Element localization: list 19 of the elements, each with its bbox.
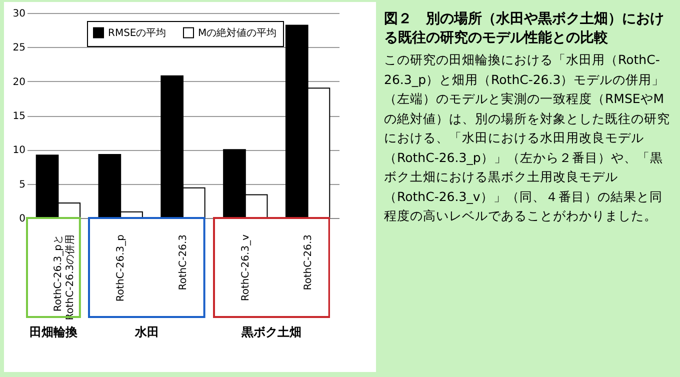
text: 水田 bbox=[134, 324, 160, 341]
y-tick-label: 0 bbox=[19, 214, 26, 224]
y-tick-label: 10 bbox=[12, 145, 26, 156]
text: 黒ボク土畑 bbox=[240, 324, 303, 341]
text: 田畑輪換 bbox=[28, 324, 78, 341]
legend-label: RMSEの平均 bbox=[108, 26, 166, 39]
x-tick-label: RothC-26.3_v bbox=[240, 234, 252, 302]
y-tick-label: 5 bbox=[19, 179, 26, 190]
y-tick-label: 15 bbox=[12, 111, 26, 122]
y-tick-label: 20 bbox=[12, 76, 26, 88]
text: 図２ 別の場所（水田や黒ボク土畑）における既往の研究のモデル性能との比較 bbox=[384, 10, 665, 48]
legend-label: Mの絶対値の平均 bbox=[198, 26, 277, 39]
y-tick-label: 30 bbox=[12, 8, 26, 20]
x-tick-label: RothC-26.3_pと RothC-26.3の併用 bbox=[53, 234, 76, 320]
y-tick-label: 25 bbox=[12, 42, 26, 54]
x-tick-label: RothC-26.3 bbox=[178, 234, 189, 290]
x-tick-label: RothC-26.3_p bbox=[116, 234, 127, 302]
x-tick-label: RothC-26.3 bbox=[302, 234, 314, 290]
text: この研究の田畑輪換における「水田用（RothC-26.3_p）と畑用（RothC-26.3）モデルの併用」（左端）のモデルと実測の一致程度（RMSEやMの絶対値）は、別の場所を対象とした既往の研究における、「水田における水田用改良モデル（RothC-26.3_p）」（左から２番目）や、「黒ボク土畑における黒ボク土用改良モデル（RothC-26.3_v）」（同、４番目）の結果と同程度の高いレベルであることがわかりました。 bbox=[384, 52, 670, 223]
